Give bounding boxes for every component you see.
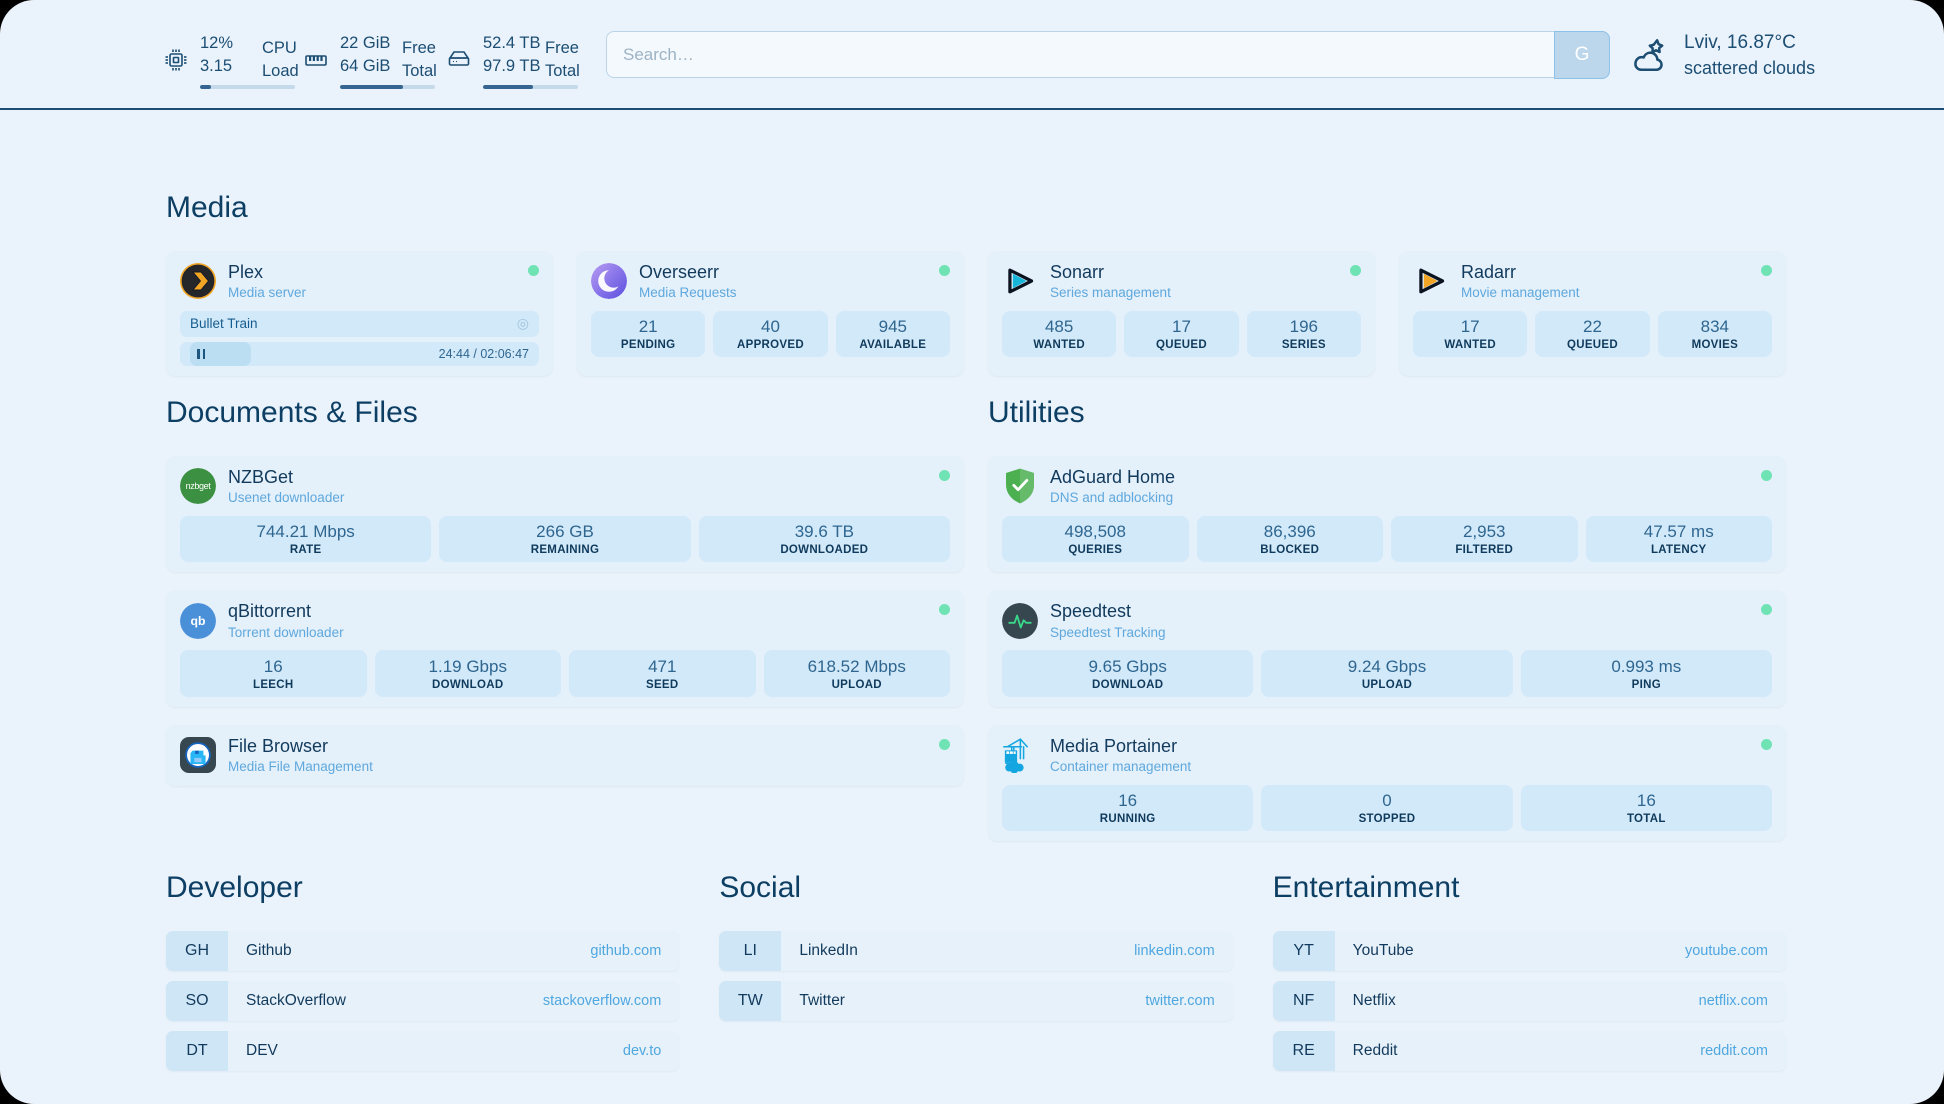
svg-text:qb: qb <box>191 614 206 628</box>
svg-text:nzbget: nzbget <box>186 481 212 491</box>
